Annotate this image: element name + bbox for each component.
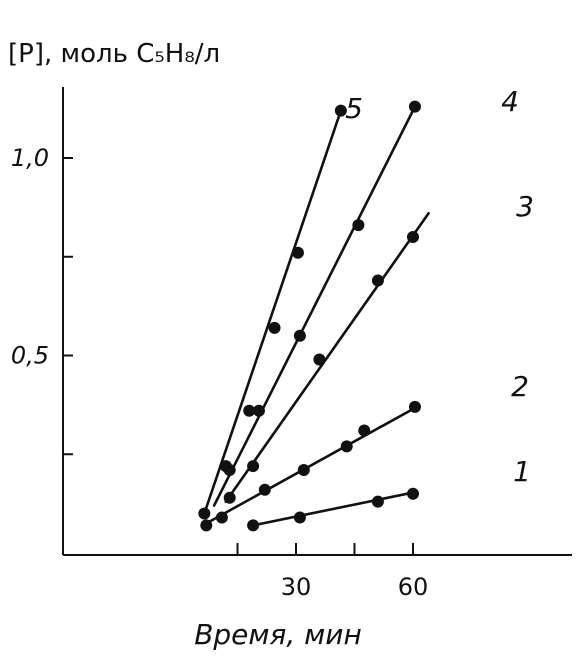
data-point-2 — [258, 483, 271, 496]
data-point-5 — [291, 246, 304, 259]
data-point-4 — [293, 329, 306, 342]
x-tick-label: 30 — [281, 573, 312, 601]
data-point-4 — [352, 219, 365, 232]
series-label-5: 5 — [345, 92, 363, 125]
series-label-4: 4 — [501, 85, 519, 118]
data-point-2 — [215, 511, 228, 524]
series-lines — [203, 105, 430, 527]
data-point-1 — [293, 511, 306, 524]
data-point-5 — [268, 321, 281, 334]
data-point-5 — [243, 404, 256, 417]
series-line-4 — [212, 105, 417, 507]
data-point-5 — [219, 460, 232, 473]
data-point-3 — [371, 274, 384, 287]
data-point-4 — [408, 100, 421, 113]
series-label-2: 2 — [511, 370, 529, 403]
axes — [62, 87, 572, 556]
y-tick-label: 1,0 — [11, 144, 49, 172]
data-point-1 — [371, 495, 384, 508]
data-point-3 — [223, 491, 236, 504]
data-point-3 — [313, 353, 326, 366]
series-line-5 — [203, 109, 343, 515]
data-point-3 — [247, 460, 260, 473]
series-points — [198, 100, 421, 532]
data-point-2 — [297, 464, 310, 477]
series-line-3 — [224, 212, 430, 503]
y-axis-label: [P], моль C₅H₈/л — [8, 39, 220, 69]
data-point-2 — [200, 519, 213, 532]
y-tick-label: 0,5 — [11, 342, 49, 370]
data-point-2 — [408, 400, 421, 413]
series-line-1 — [251, 490, 419, 527]
series-label-1: 1 — [513, 455, 531, 488]
data-point-1 — [247, 519, 260, 532]
series-label-3: 3 — [516, 190, 534, 223]
data-point-4 — [252, 404, 265, 417]
data-point-5 — [334, 104, 347, 117]
data-point-2 — [340, 440, 353, 453]
x-tick-label: 60 — [398, 573, 429, 601]
data-point-5 — [198, 507, 211, 520]
text-labels: 0,5 1,0 30 60 [P], моль C₅H₈/л Время, мин 1 2 3 4… — [8, 39, 534, 651]
data-point-1 — [407, 487, 419, 500]
data-point-3 — [407, 231, 419, 243]
x-axis-label: Время, мин — [194, 618, 362, 651]
data-point-2 — [358, 424, 371, 437]
series-line-2 — [205, 405, 419, 525]
